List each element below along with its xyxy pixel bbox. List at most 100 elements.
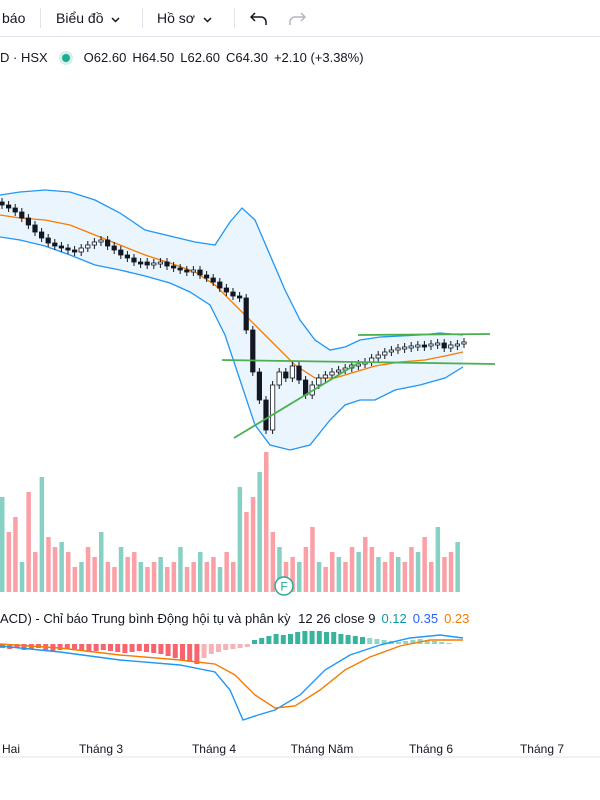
- macd-histogram-bar: [280, 635, 286, 644]
- macd-histogram-bar: [194, 644, 200, 664]
- indicator-menu[interactable]: báo: [2, 10, 26, 26]
- macd-hist-value: 0.12: [381, 611, 407, 626]
- volume-bar: [33, 552, 38, 592]
- candle-body: [124, 254, 130, 259]
- volume-bar: [26, 492, 31, 592]
- redo-button[interactable]: [288, 0, 307, 36]
- candle-body: [151, 262, 157, 266]
- volume-bar: [19, 562, 25, 592]
- candle-body: [58, 245, 65, 249]
- volume-bar: [323, 567, 328, 592]
- candle-body: [269, 384, 276, 431]
- candle-body: [223, 287, 229, 293]
- candle-body: [302, 379, 309, 396]
- high-value: H64.50: [132, 50, 175, 65]
- time-axis: Hai Tháng 3 Tháng 4 Tháng Năm Tháng 6 Th…: [2, 742, 564, 756]
- macd-histogram-bar: [352, 636, 358, 644]
- volume-bar: [363, 537, 368, 592]
- candle-body: [236, 295, 243, 299]
- candle-body: [12, 207, 18, 213]
- macd-histogram-bar: [309, 630, 315, 644]
- volume-bar: [349, 547, 355, 592]
- macd-histogram-bar: [108, 644, 113, 651]
- volume-bar: [72, 567, 78, 592]
- price-chart[interactable]: F Hai Tháng 3 Tháng 4 Tháng Năm Tháng 6 …: [0, 30, 600, 800]
- chart-menu-label: Biểu đồ: [56, 10, 104, 26]
- candle-body: [72, 249, 78, 253]
- time-label: Tháng Năm: [291, 742, 354, 756]
- volume-bar: [356, 552, 361, 592]
- candle-body: [448, 344, 454, 349]
- volume-bar: [39, 477, 45, 592]
- candle-body: [32, 224, 38, 233]
- candle-body: [131, 257, 137, 263]
- macd-title: ACD) - Chỉ báo Trung bình Động hội tụ và…: [0, 611, 291, 626]
- volume-bar: [0, 497, 5, 592]
- macd-histogram-bar: [216, 644, 221, 652]
- macd-histogram-bar: [136, 644, 142, 651]
- macd-histogram-bar: [187, 644, 193, 662]
- symbol-name[interactable]: D · HSX: [0, 50, 48, 65]
- undo-icon: [249, 12, 267, 26]
- candle-body: [395, 347, 401, 351]
- volume-bar: [217, 567, 223, 592]
- candle-body: [375, 354, 381, 359]
- volume-bar: [290, 557, 295, 592]
- macd-histogram-bar: [93, 644, 99, 651]
- macd-histogram-bar: [158, 644, 164, 654]
- candle-body: [454, 343, 461, 347]
- chart-menu-button[interactable]: Biểu đồ: [56, 0, 121, 36]
- symbol-legend: D · HSX O62.60 H64.50 L62.60 C64.30 +2.10 (+3…: [0, 44, 370, 72]
- macd-histogram-bar: [237, 644, 243, 648]
- candle-body: [111, 245, 117, 251]
- candle-body: [144, 261, 150, 266]
- volume-bar: [145, 567, 150, 592]
- trend-lines[interactable]: [221, 333, 496, 439]
- bollinger-bands: [0, 189, 464, 451]
- candle-body: [203, 274, 210, 279]
- macd-histogram-bar: [252, 640, 257, 644]
- candle-body: [283, 371, 289, 379]
- volume-bar: [429, 562, 434, 592]
- volume-bar: [79, 562, 84, 592]
- macd-histogram-bar: [439, 642, 445, 644]
- candle-body: [296, 365, 302, 381]
- volume-bar: [99, 532, 104, 592]
- candle-body: [98, 239, 104, 243]
- candle-body: [408, 345, 414, 349]
- candle-body: [210, 277, 216, 283]
- candle-body: [421, 344, 428, 348]
- macd-legend[interactable]: ACD) - Chỉ báo Trung bình Động hội tụ và…: [0, 607, 470, 631]
- macd-histogram-bar: [79, 644, 85, 651]
- candle-body: [105, 239, 111, 247]
- volume-bar: [151, 562, 157, 592]
- volume-bar: [59, 542, 64, 592]
- earnings-marker[interactable]: F: [274, 576, 294, 596]
- macd-histogram-bar: [244, 644, 250, 647]
- macd-histogram-bar: [180, 644, 185, 660]
- bollinger-lower-line: [0, 236, 464, 451]
- profile-menu-button[interactable]: Hồ sơ: [157, 0, 212, 36]
- macd-histogram-bar: [396, 642, 401, 644]
- macd-histogram-bar: [374, 639, 380, 644]
- bollinger-fill: [0, 190, 463, 450]
- macd-histogram-bar: [230, 644, 236, 649]
- volume-bar: [237, 487, 243, 592]
- resistance-line: [357, 333, 491, 336]
- volume-bar: [158, 557, 163, 592]
- macd-signal-line: [0, 639, 463, 709]
- toolbar-divider: [142, 8, 143, 28]
- volume-bar: [66, 552, 71, 592]
- macd-histogram-bar: [144, 644, 149, 652]
- volume-bar: [257, 472, 262, 592]
- macd-histogram-bar: [295, 632, 301, 644]
- volume-bar: [270, 532, 276, 592]
- volume-bar: [330, 552, 335, 592]
- undo-button[interactable]: [249, 0, 268, 36]
- macd-histogram-bar: [410, 640, 416, 644]
- profile-menu-label: Hồ sơ: [157, 10, 195, 26]
- macd-histogram-bar: [86, 644, 92, 652]
- candle-body: [170, 265, 177, 269]
- time-label: Hai: [2, 742, 20, 756]
- volume-bar: [382, 562, 388, 592]
